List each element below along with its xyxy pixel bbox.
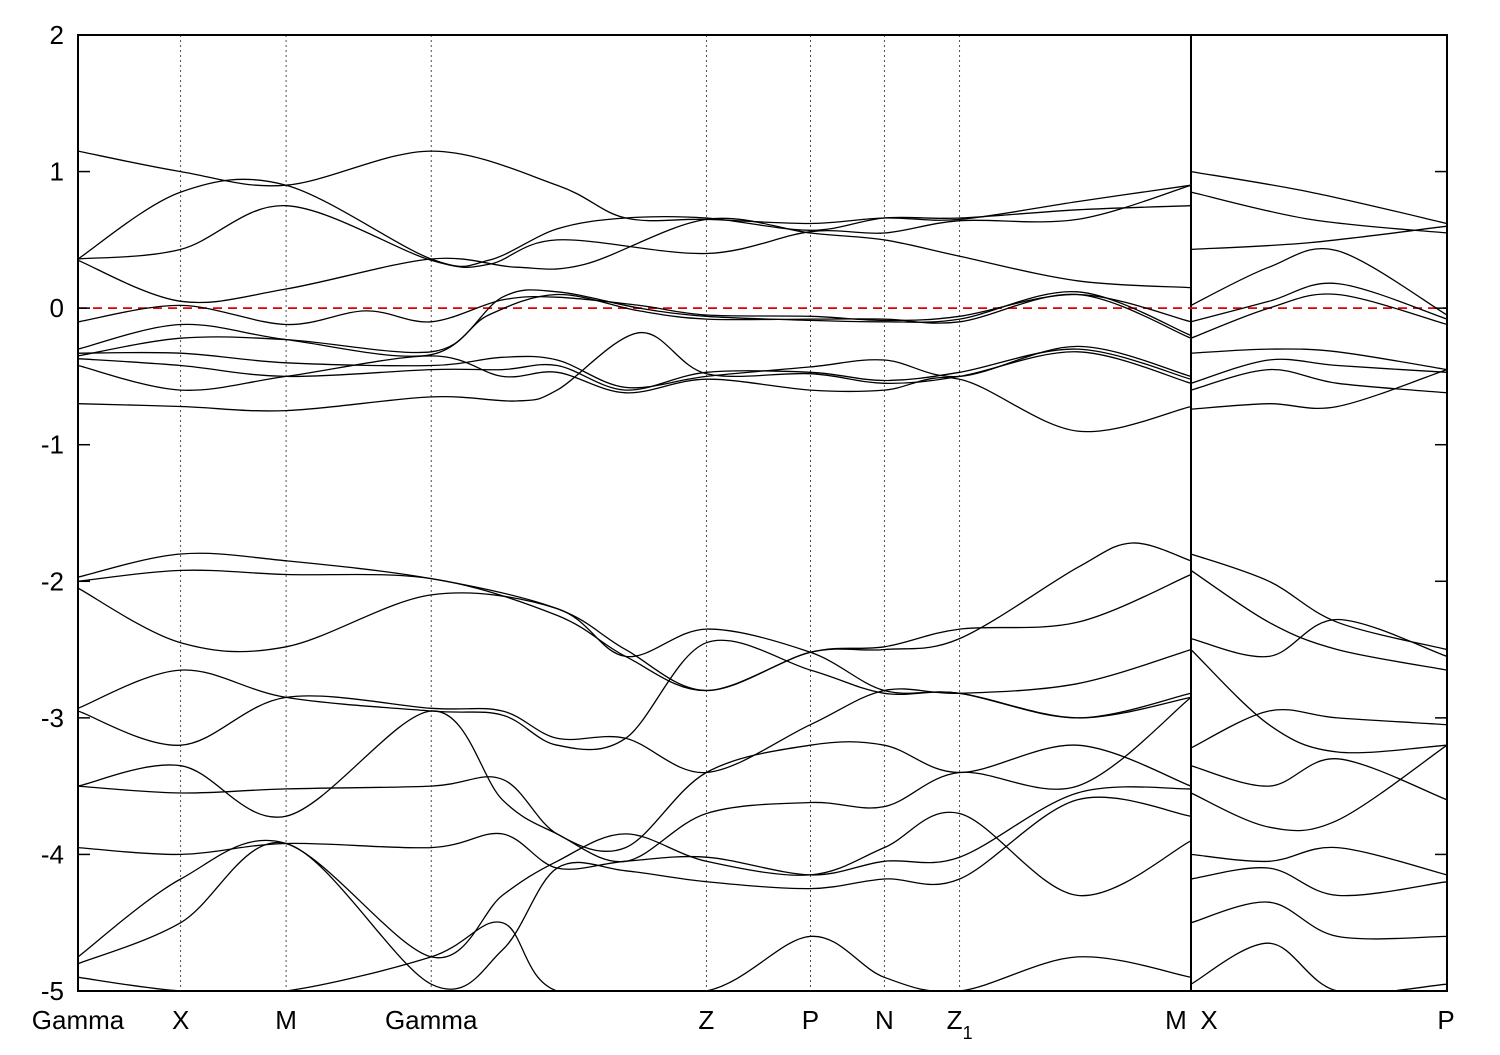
x-tick-label: Z (698, 1005, 714, 1035)
band-line (1190, 358, 1447, 384)
y-tick-label: -1 (41, 430, 64, 460)
x-tick-label: P (1437, 1005, 1454, 1035)
band-line (1190, 282, 1447, 323)
x-tick-label: M (1165, 1005, 1187, 1035)
band-line (1190, 170, 1447, 225)
x-tick-subscript: 1 (963, 1023, 973, 1043)
band-line (78, 569, 1192, 692)
y-tick-label: -5 (41, 976, 64, 1006)
band-line (1190, 744, 1447, 832)
band-line (78, 648, 1192, 774)
x-tick-label: N (875, 1005, 894, 1035)
x-tick-label: Gamma (32, 1005, 125, 1035)
band-line (1190, 901, 1447, 940)
band-layer (78, 150, 1447, 991)
band-line (78, 786, 1192, 876)
x-tick-label: P (802, 1005, 819, 1035)
y-tick-label: -4 (41, 839, 64, 869)
y-tick-label: 1 (50, 157, 64, 187)
plot-frame (77, 34, 1448, 992)
x-tick-label: Gamma (385, 1005, 478, 1035)
band-line (1190, 368, 1447, 394)
band-line (78, 542, 1192, 692)
y-tick-label: 2 (50, 20, 64, 50)
y-tick-label: -2 (41, 566, 64, 596)
x-tick-label: X (1200, 1005, 1217, 1035)
band-line (1190, 846, 1447, 876)
x-tick-label: M (275, 1005, 297, 1035)
y-tick-label: 0 (50, 293, 64, 323)
band-line (78, 355, 1192, 433)
band-line (1190, 649, 1447, 754)
band-line (1190, 708, 1447, 749)
band-line (1190, 618, 1447, 658)
band-line (1190, 348, 1447, 371)
band-line (1190, 225, 1447, 251)
grid-layer (180, 35, 1192, 991)
band-line (1190, 553, 1447, 651)
band-line (1190, 867, 1447, 897)
band-line (1190, 368, 1447, 410)
band-line (78, 741, 1192, 852)
band-line (1190, 293, 1447, 339)
band-line (78, 184, 1192, 268)
band-line (78, 921, 1192, 991)
band-line (78, 348, 1192, 391)
band-line (78, 332, 1192, 412)
band-line (78, 178, 1192, 268)
band-line (78, 796, 1192, 990)
y-tick-label: -3 (41, 703, 64, 733)
band-line (1190, 569, 1447, 671)
band-line (78, 217, 1192, 304)
band-line (1190, 247, 1447, 316)
band-line (78, 293, 1192, 357)
x-tick-label: X (172, 1005, 189, 1035)
band-line (78, 811, 1192, 959)
